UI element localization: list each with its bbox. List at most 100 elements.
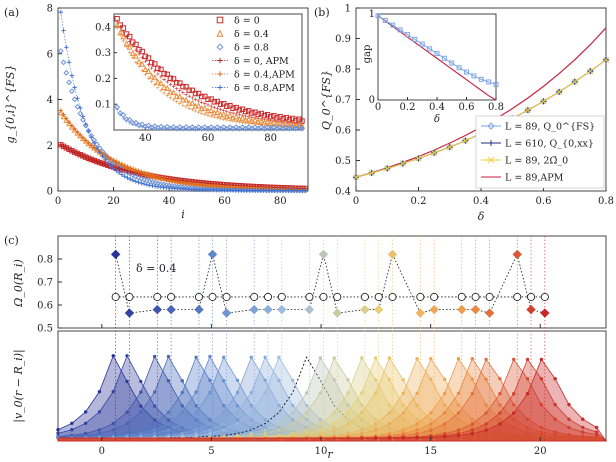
a-point — [80, 153, 86, 159]
c-omega-mean-point — [222, 292, 231, 301]
c-wave-point — [512, 417, 516, 422]
c-wave-point — [304, 418, 309, 422]
c-wave-point — [208, 421, 212, 426]
a-point — [72, 85, 77, 90]
panel-c-annotation: δ = 0.4 — [136, 262, 176, 275]
b-inset-point — [471, 73, 477, 79]
b-legend-marker — [487, 156, 495, 164]
c-wave-point — [222, 421, 226, 426]
b-point — [602, 56, 610, 63]
a-inset-point — [251, 116, 259, 123]
b-point — [352, 174, 360, 181]
a-inset-apm-point — [162, 91, 166, 95]
a-inset-point — [208, 96, 214, 102]
a-point — [161, 176, 166, 182]
b-inset-xlabel: δ — [434, 114, 440, 125]
c-wave-point — [83, 421, 88, 426]
c-wave-point — [291, 403, 295, 408]
c-wave-point — [152, 418, 157, 422]
c-wave-point — [539, 430, 544, 434]
a-inset-apm-point — [124, 45, 129, 49]
a-inset-point — [201, 104, 208, 111]
a-point — [74, 103, 81, 110]
a-legend-marker — [217, 71, 223, 77]
b-inset-point — [478, 76, 484, 82]
a-inset-point — [230, 105, 236, 111]
panel-c: (c) 0 5 10 15 20 0.5 0.6 0.7 0.8 δ = 0.4 r Ω_0(R… — [4, 234, 608, 461]
a-inset-apm-point — [137, 124, 141, 129]
b-xtick-label: 0.6 — [536, 196, 552, 207]
c-omega-point — [263, 304, 273, 315]
a-inset-apm-point — [215, 116, 220, 120]
a-inset-apm-point — [225, 118, 229, 122]
c-wave-point — [249, 390, 254, 395]
c-omega-point — [249, 304, 259, 315]
a-inset-ytick-label: 0.2 — [95, 74, 111, 85]
a-inset-apm-point — [187, 127, 191, 131]
c-wave-point — [456, 433, 461, 438]
c-wave-point — [70, 421, 74, 426]
c-wave-point — [567, 432, 571, 437]
c-wave-point — [139, 410, 143, 414]
a-point — [172, 178, 177, 184]
b-point — [524, 107, 531, 114]
c-wave-point — [222, 430, 226, 434]
c-wave-point — [166, 410, 171, 415]
a-point — [77, 132, 84, 139]
c-omega-point — [360, 304, 370, 315]
a-point — [100, 154, 105, 159]
a-point — [100, 161, 105, 166]
c-wave-point — [111, 389, 115, 394]
b-inset-point — [464, 69, 469, 75]
c-wave-point — [208, 390, 212, 395]
c-ytick-label: 0.6 — [37, 301, 53, 312]
c-wave-point — [277, 428, 281, 432]
c-wave-point — [291, 418, 295, 422]
a-point — [169, 178, 175, 183]
c-wave-point — [180, 410, 184, 414]
a-inset-apm-point — [262, 127, 267, 131]
b-inset-xtick-label: 0 — [375, 102, 381, 113]
a-inset-point — [142, 53, 149, 60]
a-legend-text: δ = 0, APM — [234, 56, 289, 67]
c-wave-point — [581, 434, 585, 438]
a-inset-apm-point — [196, 99, 201, 103]
c-omega-mean-point — [360, 292, 369, 301]
c-wave-point — [235, 410, 240, 415]
c-wave-point — [152, 354, 157, 359]
c-wave-point — [539, 377, 544, 381]
a-point — [122, 174, 127, 179]
a-point — [144, 182, 150, 187]
b-ytick-label: 0.9 — [335, 34, 351, 45]
a-point — [64, 145, 69, 151]
c-wave-point — [97, 410, 102, 414]
c-wave-point — [553, 417, 557, 421]
a-inset-point — [189, 99, 196, 106]
a-inset-apm-point — [149, 79, 154, 84]
b-legend-text: L = 610, Q_{0,xx} — [505, 139, 594, 150]
a-inset-point — [155, 65, 161, 72]
c-wave-point — [139, 428, 143, 432]
a-point — [83, 122, 88, 127]
a-point — [116, 161, 122, 166]
c-wave-point — [249, 410, 254, 415]
c-wave-point — [470, 392, 474, 396]
c-wave-point — [401, 378, 405, 382]
a-inset-apm-point — [187, 94, 191, 99]
b-inset-point — [493, 82, 499, 88]
b-point — [415, 155, 422, 162]
c-wave-point — [346, 422, 350, 426]
a-inset-apm-point — [218, 107, 223, 112]
a-point — [128, 166, 133, 171]
a-inset-point — [205, 96, 211, 103]
b-point — [587, 68, 594, 75]
a-point — [97, 150, 102, 155]
a-inset-point — [136, 58, 143, 65]
a-inset-point — [158, 66, 164, 73]
a-inset-apm-point — [256, 127, 260, 131]
c-wave-point — [498, 377, 502, 381]
a-point — [63, 116, 70, 123]
c-wave-point — [539, 433, 544, 437]
c-wave-point — [263, 428, 267, 432]
